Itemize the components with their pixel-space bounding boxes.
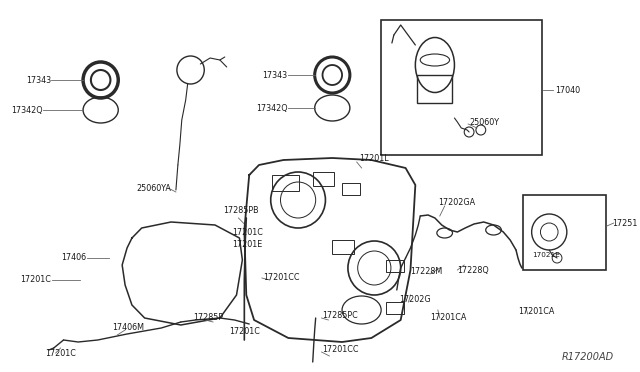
Text: R17200AD: R17200AD <box>562 352 614 362</box>
Text: 17406: 17406 <box>61 253 86 263</box>
Text: 17201E: 17201E <box>232 240 263 248</box>
Text: 17285P: 17285P <box>193 314 223 323</box>
Text: 17201C: 17201C <box>45 349 76 357</box>
Text: 25060Y: 25060Y <box>469 118 499 126</box>
Text: 17285PB: 17285PB <box>223 205 259 215</box>
Text: 17406M: 17406M <box>113 323 145 331</box>
Text: 25060YA: 25060YA <box>137 183 172 192</box>
Bar <box>386 302 404 314</box>
Text: 17201C: 17201C <box>232 228 264 237</box>
Text: 17201CA: 17201CA <box>430 314 467 323</box>
Bar <box>332 240 354 254</box>
Text: 17201L: 17201L <box>358 154 388 163</box>
Bar <box>313 172 334 186</box>
Text: 17202G: 17202G <box>399 295 430 305</box>
Text: 17228M: 17228M <box>410 267 443 276</box>
Text: 17343: 17343 <box>262 71 287 80</box>
Bar <box>386 260 404 272</box>
Bar <box>272 175 299 191</box>
Text: 17201CC: 17201CC <box>323 346 359 355</box>
Bar <box>342 183 360 195</box>
Text: 17201C: 17201C <box>20 276 51 285</box>
Bar <box>523 195 606 270</box>
Text: 17343: 17343 <box>26 76 51 84</box>
Text: 17201CA: 17201CA <box>518 308 554 317</box>
Bar <box>381 20 543 155</box>
Bar <box>417 75 452 103</box>
Text: 17342Q: 17342Q <box>256 103 287 112</box>
Text: 17040: 17040 <box>555 86 580 94</box>
Text: 17228Q: 17228Q <box>458 266 489 275</box>
Text: 17342Q: 17342Q <box>12 106 43 115</box>
Text: 17201CC: 17201CC <box>263 273 300 282</box>
Text: 17202GA: 17202GA <box>438 198 475 206</box>
Text: 17021E: 17021E <box>532 252 561 258</box>
Text: 17251: 17251 <box>612 218 637 228</box>
Text: 17285PC: 17285PC <box>323 311 358 320</box>
Text: 17201C: 17201C <box>228 327 260 337</box>
